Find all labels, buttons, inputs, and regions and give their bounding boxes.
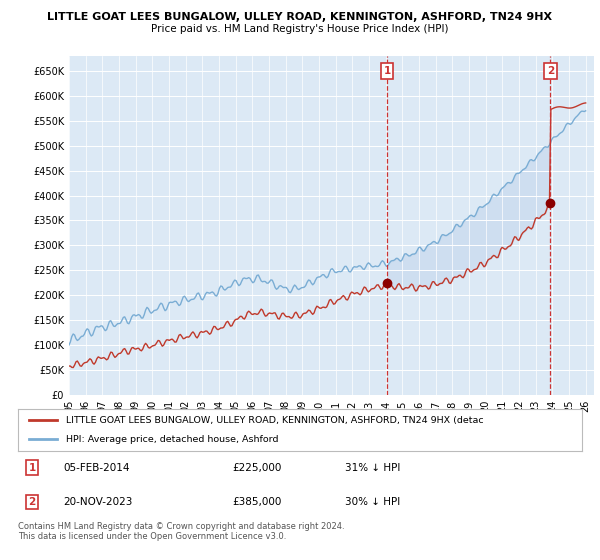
Text: Price paid vs. HM Land Registry's House Price Index (HPI): Price paid vs. HM Land Registry's House … (151, 24, 449, 34)
Text: LITTLE GOAT LEES BUNGALOW, ULLEY ROAD, KENNINGTON, ASHFORD, TN24 9HX (detac: LITTLE GOAT LEES BUNGALOW, ULLEY ROAD, K… (66, 416, 484, 424)
Text: £385,000: £385,000 (232, 497, 281, 507)
Text: Contains HM Land Registry data © Crown copyright and database right 2024.
This d: Contains HM Land Registry data © Crown c… (18, 522, 344, 542)
Text: LITTLE GOAT LEES BUNGALOW, ULLEY ROAD, KENNINGTON, ASHFORD, TN24 9HX: LITTLE GOAT LEES BUNGALOW, ULLEY ROAD, K… (47, 12, 553, 22)
Text: 2: 2 (28, 497, 36, 507)
Text: 1: 1 (28, 463, 36, 473)
Text: 05-FEB-2014: 05-FEB-2014 (63, 463, 130, 473)
Text: 30% ↓ HPI: 30% ↓ HPI (345, 497, 400, 507)
Text: 2: 2 (547, 66, 554, 76)
Text: £225,000: £225,000 (232, 463, 281, 473)
Text: 31% ↓ HPI: 31% ↓ HPI (345, 463, 400, 473)
Text: 1: 1 (383, 66, 391, 76)
Text: HPI: Average price, detached house, Ashford: HPI: Average price, detached house, Ashf… (66, 435, 278, 444)
Text: 20-NOV-2023: 20-NOV-2023 (63, 497, 133, 507)
